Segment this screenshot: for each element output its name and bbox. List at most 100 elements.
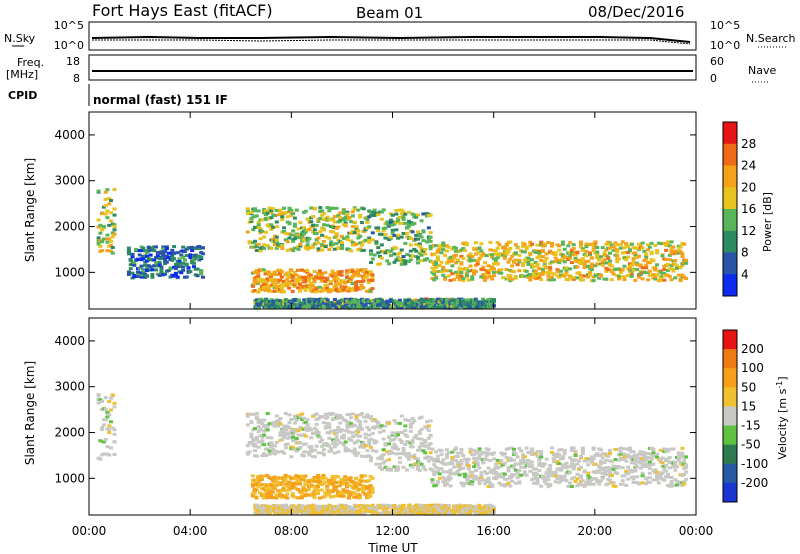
data-cell [664, 469, 669, 473]
data-cell [669, 481, 674, 485]
data-cell [394, 212, 399, 216]
data-cell [506, 469, 511, 473]
data-cell [150, 273, 155, 277]
data-cell [361, 299, 366, 303]
data-cell [631, 480, 636, 484]
data-cell [159, 265, 164, 269]
data-cell [177, 257, 182, 261]
data-cell [530, 258, 535, 262]
data-cell [435, 469, 440, 473]
data-cell [328, 287, 333, 291]
data-cell [406, 224, 411, 228]
data-cell [399, 430, 404, 434]
data-cell [497, 461, 502, 465]
data-cell [419, 235, 424, 239]
data-cell [249, 217, 254, 221]
data-cell [611, 245, 616, 249]
data-cell [267, 495, 272, 499]
data-cell [678, 461, 683, 465]
data-cell [358, 434, 363, 438]
data-cell [341, 488, 346, 492]
data-cell [459, 459, 464, 463]
data-cell [271, 299, 276, 303]
data-cell [305, 239, 310, 243]
data-cell [584, 482, 589, 486]
data-cell [278, 208, 283, 212]
data-cell [544, 482, 549, 486]
data-cell [110, 245, 115, 249]
data-cell [370, 449, 375, 453]
data-cell [617, 458, 622, 462]
data-cell [423, 252, 428, 256]
data-cell [388, 221, 393, 225]
data-cell [481, 461, 486, 465]
data-cell [488, 459, 493, 463]
data-cell [334, 285, 339, 289]
data-cell [569, 484, 574, 488]
data-cell [455, 451, 460, 455]
data-cell [421, 212, 426, 216]
data-cell [606, 268, 611, 272]
data-cell [423, 468, 428, 472]
data-cell [265, 474, 270, 478]
data-cell [387, 442, 392, 446]
data-cell [459, 260, 464, 264]
data-cell [108, 243, 113, 247]
data-cell [345, 422, 350, 426]
data-cell [548, 467, 553, 471]
data-cell [168, 266, 173, 270]
data-cell [542, 480, 547, 484]
data-cell [598, 466, 603, 470]
data-cell [463, 475, 468, 479]
data-cell [287, 286, 292, 290]
data-cell [568, 470, 573, 474]
data-cell [607, 471, 612, 475]
data-cell [622, 246, 627, 250]
data-cell [303, 474, 308, 478]
date-title: 08/Dec/2016 [588, 3, 684, 21]
data-cell [441, 265, 446, 269]
data-cell [640, 474, 645, 478]
data-cell [443, 462, 448, 466]
data-cell [627, 249, 632, 253]
data-cell [294, 511, 299, 515]
data-cell [589, 262, 594, 266]
data-cell [361, 490, 366, 494]
data-cell [410, 465, 415, 469]
data-cell [622, 256, 627, 260]
data-cell [540, 248, 545, 252]
data-cell [330, 438, 335, 442]
data-cell [423, 247, 428, 251]
data-cell [484, 458, 489, 462]
data-cell [562, 274, 567, 278]
data-cell [564, 461, 569, 465]
data-cell [405, 231, 410, 235]
data-cell [290, 289, 295, 293]
data-cell [517, 469, 522, 473]
data-cell [444, 448, 449, 452]
data-cell [437, 476, 442, 480]
data-cell [305, 217, 310, 221]
data-cell [267, 452, 272, 456]
data-cell [524, 269, 529, 273]
data-cell [631, 262, 636, 266]
data-cell [426, 443, 431, 447]
data-cell [453, 246, 458, 250]
data-cell [640, 471, 645, 475]
nsearch-tick-bottom: 10^0 [710, 39, 740, 52]
data-cell [329, 449, 334, 453]
data-cell [284, 512, 289, 516]
data-cell [298, 242, 303, 246]
data-cell [100, 249, 105, 253]
data-cell [297, 289, 302, 293]
data-cell [291, 436, 296, 440]
data-cell [557, 453, 562, 457]
data-cell [399, 256, 404, 260]
data-cell [414, 299, 419, 303]
colorbar-swatch [723, 143, 737, 166]
data-cell [262, 418, 267, 422]
data-cell [607, 451, 612, 455]
data-cell [334, 232, 339, 236]
data-cell [475, 463, 480, 467]
